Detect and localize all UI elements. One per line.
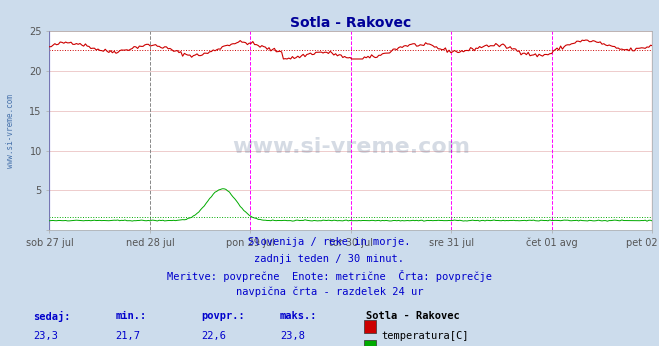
Text: navpična črta - razdelek 24 ur: navpična črta - razdelek 24 ur [236,287,423,297]
Text: 22,6: 22,6 [201,331,226,342]
Text: povpr.:: povpr.: [201,311,244,321]
Text: Meritve: povprečne  Enote: metrične  Črta: povprečje: Meritve: povprečne Enote: metrične Črta:… [167,270,492,282]
Text: 21,7: 21,7 [115,331,140,342]
Text: 23,3: 23,3 [33,331,58,342]
Text: maks.:: maks.: [280,311,318,321]
Text: min.:: min.: [115,311,146,321]
Text: www.si-vreme.com: www.si-vreme.com [6,94,14,167]
Text: sedaj:: sedaj: [33,311,71,322]
Text: 23,8: 23,8 [280,331,305,342]
Text: zadnji teden / 30 minut.: zadnji teden / 30 minut. [254,254,405,264]
Title: Sotla - Rakovec: Sotla - Rakovec [291,16,411,30]
Text: Slovenija / reke in morje.: Slovenija / reke in morje. [248,237,411,247]
Text: www.si-vreme.com: www.si-vreme.com [232,137,470,156]
Text: temperatura[C]: temperatura[C] [382,331,469,342]
Text: Sotla - Rakovec: Sotla - Rakovec [366,311,459,321]
